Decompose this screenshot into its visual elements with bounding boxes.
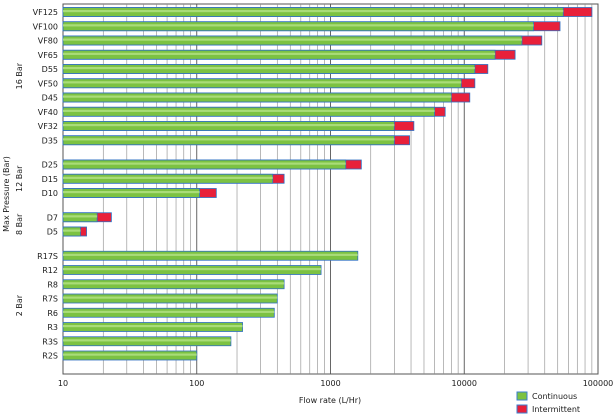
legend-label-continuous: Continuous xyxy=(532,392,577,401)
category-label-R12: R12 xyxy=(42,266,58,275)
bar-highlight-D55 xyxy=(63,67,475,70)
bar-highlight-D10 xyxy=(63,191,200,194)
category-label-D35: D35 xyxy=(42,136,58,145)
bar-highlight-R12 xyxy=(63,268,322,271)
legend: Continuous Intermittent xyxy=(516,391,580,414)
bar-highlight-VF80 xyxy=(63,38,522,41)
legend-swatch-intermittent xyxy=(516,404,528,414)
x-tick-label: 100000 xyxy=(583,379,613,388)
category-label-R3S: R3S xyxy=(42,337,58,346)
bar-highlight-R17S xyxy=(63,253,358,256)
bar-layer xyxy=(62,7,593,361)
legend-label-intermittent: Intermittent xyxy=(532,405,580,414)
bar-highlight-VF40 xyxy=(63,109,435,112)
category-label-VF125: VF125 xyxy=(33,8,58,17)
bar-highlight-R8 xyxy=(63,282,285,285)
category-label-R6: R6 xyxy=(47,309,58,318)
bar-highlight-D45 xyxy=(63,95,452,98)
bar-highlight-R2S xyxy=(63,353,197,356)
category-label-VF100: VF100 xyxy=(33,22,58,31)
x-tick-label: 10 xyxy=(58,379,68,388)
bar-highlight-D7 xyxy=(63,215,98,218)
x-axis-title: Flow rate (L/Hr) xyxy=(299,396,361,405)
bar-highlight-R3S xyxy=(63,339,231,342)
bar-highlight-D15 xyxy=(63,176,273,179)
category-label-R7S: R7S xyxy=(42,295,58,304)
bar-highlight-VF100 xyxy=(63,24,534,27)
bar-highlight-R3 xyxy=(63,325,243,328)
category-label-R3: R3 xyxy=(47,323,58,332)
category-label-VF40: VF40 xyxy=(38,108,58,117)
category-label-D7: D7 xyxy=(47,213,58,222)
category-label-D15: D15 xyxy=(42,175,58,184)
group-label: 16 Bar xyxy=(15,62,24,89)
bar-highlight-D35 xyxy=(63,138,395,141)
category-label-VF65: VF65 xyxy=(38,51,58,60)
bar-highlight-R7S xyxy=(63,296,278,299)
category-label-R8: R8 xyxy=(47,280,58,289)
category-label-VF32: VF32 xyxy=(38,122,58,131)
bar-highlight-D25 xyxy=(63,162,346,165)
category-label-VF50: VF50 xyxy=(38,79,58,88)
category-label-D45: D45 xyxy=(42,94,58,103)
bar-highlight-VF50 xyxy=(63,81,462,84)
bar-highlight-VF32 xyxy=(63,124,395,127)
bar-highlight-D5 xyxy=(63,229,81,232)
group-label: 8 Bar xyxy=(15,213,24,235)
group-label-layer: 16 Bar 12 Bar 8 Bar 2 Bar xyxy=(15,62,24,316)
category-label-D55: D55 xyxy=(42,65,58,74)
category-label-VF80: VF80 xyxy=(38,37,58,46)
legend-swatch-continuous xyxy=(516,391,528,401)
bar-highlight-VF65 xyxy=(63,52,496,55)
bar-highlight-R6 xyxy=(63,310,275,313)
y-axis-title: Max Pressure (Bar) xyxy=(2,156,11,232)
category-label-D25: D25 xyxy=(42,161,58,170)
x-tick-label: 1000 xyxy=(320,379,340,388)
group-label: 12 Bar xyxy=(15,165,24,192)
category-label-layer: VF125 VF100 VF80 VF65 D55 VF50 D45 VF40 VF32 D35 D… xyxy=(33,8,58,361)
category-label-D5: D5 xyxy=(47,228,58,237)
category-label-R2S: R2S xyxy=(42,352,58,361)
category-label-R17S: R17S xyxy=(37,252,58,261)
group-label: 2 Bar xyxy=(15,294,24,316)
x-tick-label: 100 xyxy=(189,379,204,388)
category-label-D10: D10 xyxy=(42,189,58,198)
bar-highlight-VF125 xyxy=(63,10,564,13)
x-tick-label: 10000 xyxy=(452,379,477,388)
tick-label-layer: 10 100 1000 10000 100000 xyxy=(58,379,613,388)
